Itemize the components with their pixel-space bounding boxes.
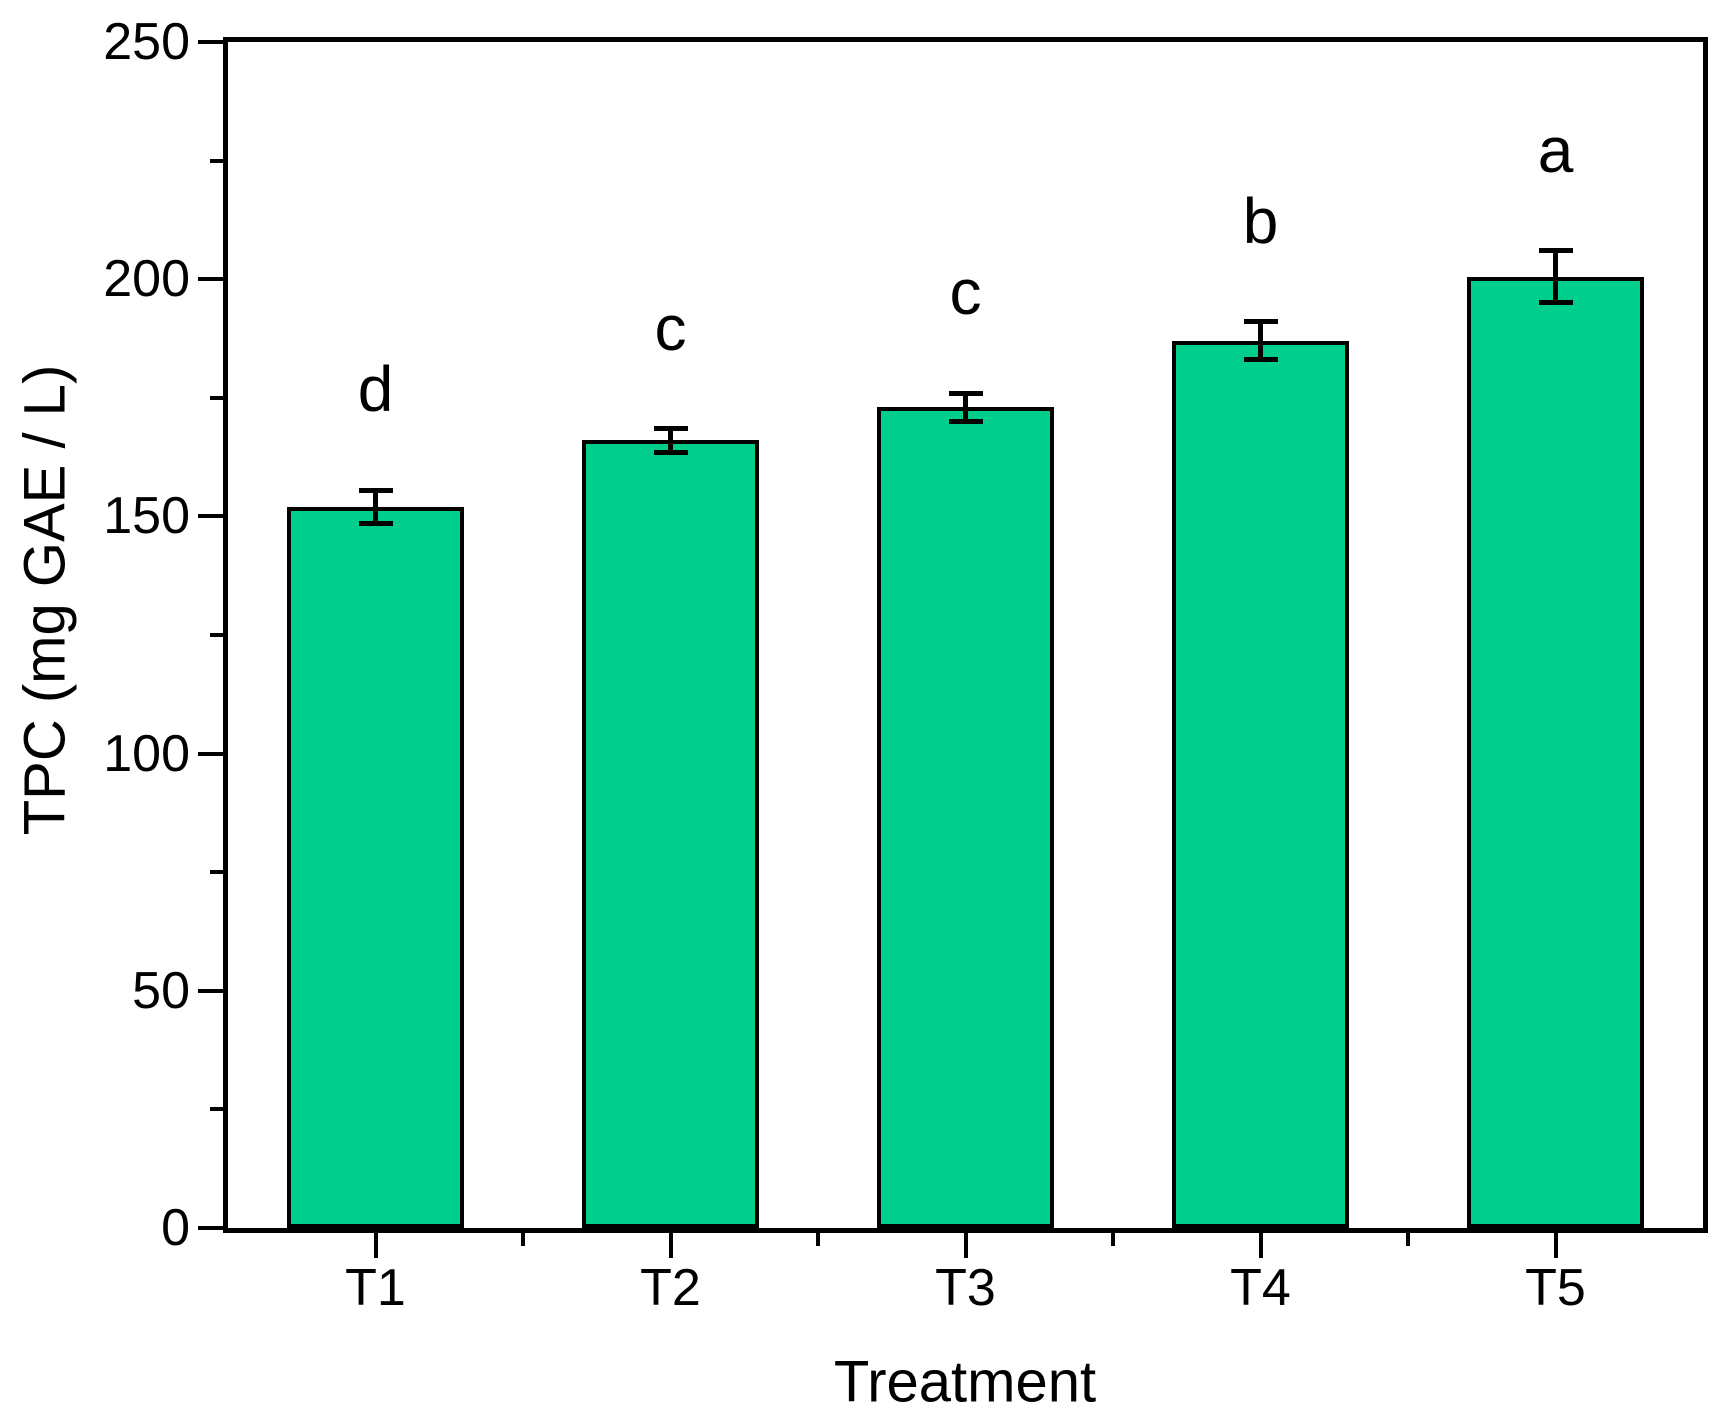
y-major-tick bbox=[198, 988, 223, 993]
y-minor-tick bbox=[210, 1107, 223, 1112]
error-bar-line bbox=[963, 393, 968, 422]
error-bar-cap-top bbox=[948, 390, 983, 396]
error-bar-cap-top bbox=[1538, 248, 1573, 254]
error-bar-cap-bottom bbox=[1243, 357, 1278, 363]
y-minor-tick bbox=[210, 158, 223, 163]
y-major-tick bbox=[198, 40, 223, 44]
x-tick-label: T3 bbox=[935, 1259, 996, 1317]
bar bbox=[287, 506, 464, 1228]
error-bar-cap-bottom bbox=[948, 419, 983, 425]
y-tick-label: 250 bbox=[103, 13, 190, 71]
significance-letter: a bbox=[1537, 113, 1574, 186]
x-tick-label: T1 bbox=[345, 1259, 406, 1317]
y-tick-label: 50 bbox=[132, 961, 190, 1020]
y-minor-tick bbox=[210, 870, 223, 875]
error-bar-cap-bottom bbox=[653, 449, 688, 455]
x-axis-title: Treatment bbox=[833, 1349, 1097, 1415]
x-minor-tick bbox=[1406, 1233, 1410, 1246]
y-major-tick bbox=[198, 514, 223, 519]
x-minor-tick bbox=[816, 1233, 820, 1246]
y-major-tick bbox=[198, 751, 223, 756]
error-bar-cap-top bbox=[1243, 319, 1278, 325]
y-minor-tick bbox=[210, 395, 223, 400]
error-bar-line bbox=[373, 490, 378, 524]
significance-letter: c bbox=[654, 291, 687, 364]
x-tick-label: T2 bbox=[640, 1259, 701, 1317]
bar bbox=[582, 440, 759, 1228]
significance-letter: b bbox=[1242, 184, 1279, 257]
error-bar-cap-bottom bbox=[358, 521, 393, 527]
bar bbox=[877, 407, 1054, 1228]
x-major-tick bbox=[1258, 1233, 1263, 1258]
error-bar-cap-bottom bbox=[1538, 300, 1573, 306]
x-major-tick bbox=[668, 1233, 673, 1258]
significance-letter: d bbox=[357, 353, 394, 426]
y-major-tick bbox=[198, 1226, 223, 1230]
error-bar-cap-top bbox=[358, 487, 393, 493]
y-major-tick bbox=[198, 277, 223, 282]
x-minor-tick bbox=[521, 1233, 525, 1246]
error-bar-cap-top bbox=[653, 426, 688, 432]
y-minor-tick bbox=[210, 633, 223, 637]
y-tick-label: 150 bbox=[103, 487, 190, 546]
x-major-tick bbox=[963, 1233, 968, 1258]
y-tick-label: 0 bbox=[161, 1199, 190, 1257]
x-major-tick bbox=[1553, 1233, 1558, 1258]
y-tick-label: 200 bbox=[103, 250, 190, 309]
x-tick-label: T4 bbox=[1230, 1259, 1291, 1317]
error-bar-line bbox=[1553, 250, 1558, 303]
y-tick-label: 100 bbox=[103, 724, 190, 783]
bar bbox=[1172, 340, 1349, 1228]
x-minor-tick bbox=[1111, 1233, 1115, 1246]
x-tick-label: T5 bbox=[1525, 1259, 1586, 1317]
error-bar-line bbox=[668, 428, 673, 453]
x-major-tick bbox=[373, 1233, 378, 1258]
significance-letter: c bbox=[949, 256, 982, 329]
bar bbox=[1467, 276, 1644, 1228]
error-bar-line bbox=[1258, 321, 1263, 360]
